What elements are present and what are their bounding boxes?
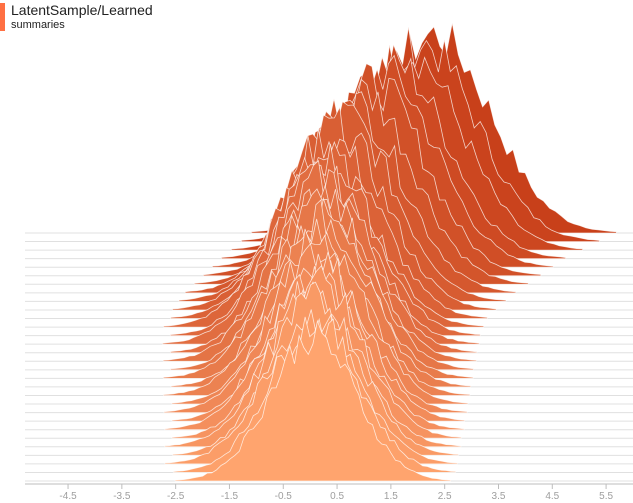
title-accent-bar [0, 3, 5, 31]
x-tick-label: -1.5 [221, 491, 239, 502]
x-tick-label: -4.5 [59, 491, 77, 502]
chart-subtitle: summaries [11, 19, 65, 31]
distribution-ridge[interactable] [174, 319, 451, 482]
x-tick-label: -3.5 [113, 491, 131, 502]
x-tick-label: 4.5 [545, 491, 559, 502]
x-axis: -4.5 -3.5 -2.5 -1.5 -0.5 0.5 1.5 2.5 3.5 4.5 5.5 [25, 483, 633, 502]
x-tick-label: 1.5 [384, 491, 398, 502]
x-tick-label: 3.5 [492, 491, 506, 502]
x-tick-label: 0.5 [330, 491, 344, 502]
ridges-group [162, 22, 617, 482]
x-tick-label: -2.5 [167, 491, 185, 502]
chart-title: LatentSample/Learned [11, 2, 153, 18]
x-tick-label: 2.5 [438, 491, 452, 502]
x-tick-label: -0.5 [275, 491, 293, 502]
x-tick-label: 5.5 [599, 491, 613, 502]
